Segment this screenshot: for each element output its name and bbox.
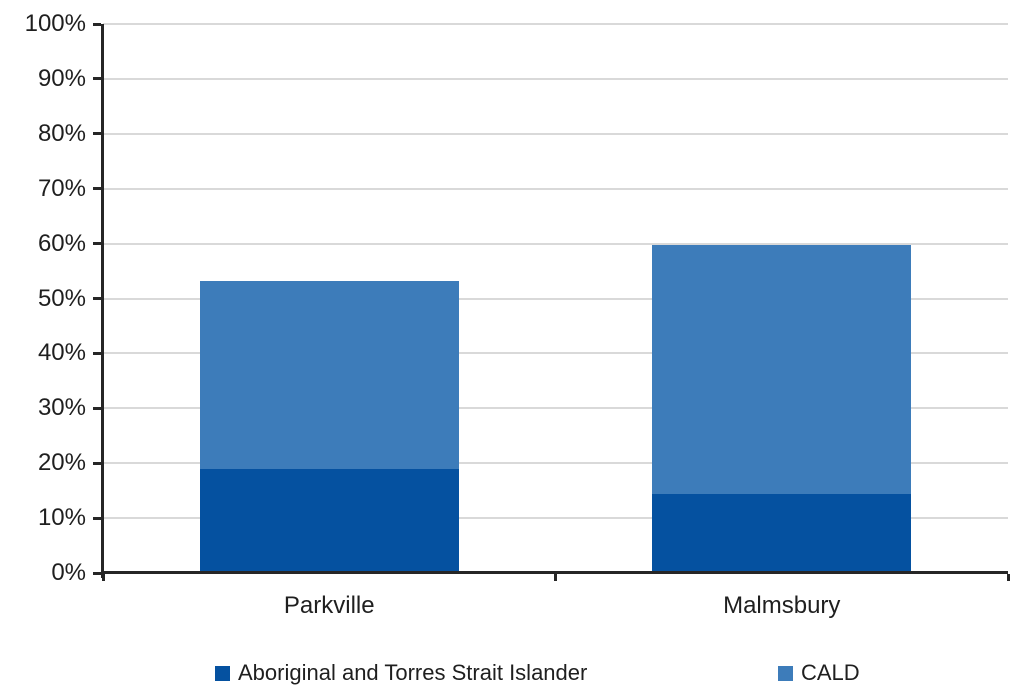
x-axis-line (101, 571, 1008, 574)
gridline-60 (103, 242, 1008, 245)
bar-parkville (199, 280, 459, 573)
legend-label: CALD (801, 660, 860, 685)
y-tick-label-30: 30% (37, 394, 86, 422)
category-label-parkville: Parkville (283, 592, 375, 619)
bar-segment-malmsbury-aboriginal-and-torres-strait-islander (652, 493, 912, 573)
gridline-100 (103, 23, 1008, 25)
y-tick-label-70: 70% (37, 174, 86, 202)
y-tick-label-90: 90% (37, 64, 86, 92)
legend-swatch-icon (778, 665, 793, 681)
gridline-90 (103, 77, 1008, 80)
bar-segment-parkville-aboriginal-and-torres-strait-islander (199, 469, 459, 573)
gridline-40 (103, 352, 1008, 355)
gridline-80 (103, 132, 1008, 135)
y-tick-20 (93, 461, 101, 465)
y-tick-100 (93, 22, 101, 26)
y-tick-80 (93, 132, 101, 136)
y-tick-30 (93, 406, 101, 410)
y-tick-label-50: 50% (37, 284, 86, 312)
y-tick-label-80: 80% (37, 119, 86, 147)
bar-segment-malmsbury-cald (652, 244, 912, 494)
bar-segment-parkville-cald (199, 280, 459, 470)
plot-area (103, 23, 1008, 573)
gridline-20 (103, 462, 1008, 465)
y-tick-label-60: 60% (37, 229, 86, 257)
y-tick-70 (93, 187, 101, 191)
gridline-50 (103, 297, 1008, 300)
y-tick-60 (93, 242, 101, 246)
y-tick-label-100: 100% (24, 10, 86, 37)
y-tick-0 (93, 571, 101, 575)
y-tick-40 (93, 351, 101, 355)
gridline-10 (103, 517, 1008, 520)
legend-swatch-icon (215, 665, 230, 681)
gridline-30 (103, 407, 1008, 410)
y-tick-label-0: 0% (51, 559, 86, 586)
bar-malmsbury (652, 244, 912, 573)
y-tick-label-10: 10% (37, 504, 86, 532)
y-axis-line (101, 24, 104, 578)
x-tick-1 (554, 574, 557, 581)
y-tick-label-40: 40% (37, 339, 86, 367)
y-tick-50 (93, 297, 101, 300)
y-tick-label-20: 20% (37, 449, 86, 477)
x-tick-2 (1006, 574, 1010, 581)
legend-label: Aboriginal and Torres Strait Islander (238, 660, 588, 685)
y-tick-90 (93, 77, 101, 81)
gridline-70 (103, 187, 1008, 190)
y-tick-10 (93, 516, 101, 520)
legend-item-cald: CALD (778, 660, 860, 686)
x-tick-0 (101, 574, 105, 581)
legend-item-aboriginal-and-torres-strait-islander: Aboriginal and Torres Strait Islander (215, 660, 587, 686)
category-label-malmsbury: Malmsbury (723, 592, 841, 619)
